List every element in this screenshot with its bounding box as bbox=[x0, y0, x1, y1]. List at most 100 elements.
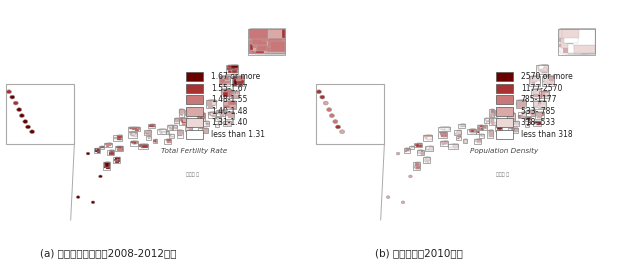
Bar bbox=[251, 34, 264, 43]
Bar bbox=[255, 29, 268, 41]
Bar bbox=[580, 45, 595, 53]
Bar bbox=[545, 91, 549, 94]
Bar bbox=[227, 103, 231, 108]
Bar bbox=[536, 76, 540, 80]
Bar bbox=[538, 112, 542, 116]
Bar bbox=[538, 101, 546, 104]
Bar bbox=[106, 162, 110, 165]
Bar bbox=[167, 131, 169, 133]
Bar bbox=[492, 109, 494, 113]
Bar bbox=[260, 42, 281, 53]
Bar bbox=[547, 78, 552, 82]
Bar bbox=[190, 126, 192, 128]
Bar bbox=[536, 89, 541, 94]
Bar bbox=[564, 29, 576, 40]
Bar bbox=[440, 141, 448, 146]
Bar bbox=[229, 103, 236, 107]
Bar bbox=[417, 145, 421, 147]
Bar bbox=[223, 76, 230, 80]
Bar bbox=[272, 29, 285, 38]
Bar bbox=[417, 150, 424, 155]
Bar bbox=[261, 38, 283, 48]
Bar bbox=[534, 90, 538, 95]
Bar bbox=[508, 128, 518, 133]
Bar bbox=[546, 92, 549, 96]
Bar bbox=[549, 76, 554, 80]
Bar bbox=[572, 29, 585, 43]
Bar bbox=[226, 77, 230, 81]
Bar bbox=[230, 112, 234, 116]
Bar bbox=[443, 127, 449, 129]
Bar bbox=[224, 76, 230, 80]
Bar bbox=[581, 31, 595, 41]
Bar bbox=[252, 29, 273, 46]
Bar bbox=[572, 36, 587, 48]
Bar bbox=[259, 29, 272, 46]
Text: 1177-2570: 1177-2570 bbox=[521, 84, 562, 93]
Bar bbox=[116, 146, 120, 148]
Bar bbox=[583, 43, 595, 52]
Bar bbox=[539, 101, 546, 105]
Bar bbox=[251, 29, 267, 39]
Text: 533- 785: 533- 785 bbox=[521, 107, 555, 116]
Bar bbox=[233, 68, 238, 73]
Bar bbox=[465, 139, 467, 141]
Bar bbox=[143, 144, 148, 147]
Bar bbox=[260, 32, 278, 45]
Bar bbox=[531, 77, 534, 82]
Bar bbox=[239, 76, 244, 80]
Bar bbox=[520, 100, 525, 103]
Bar bbox=[144, 145, 148, 147]
Bar bbox=[521, 114, 526, 117]
Bar bbox=[520, 101, 526, 105]
Bar bbox=[467, 129, 476, 134]
Bar bbox=[270, 29, 285, 41]
Bar bbox=[539, 101, 546, 105]
Bar bbox=[185, 126, 192, 131]
Bar bbox=[458, 123, 465, 128]
Bar bbox=[145, 131, 149, 133]
Bar bbox=[549, 80, 554, 84]
Bar bbox=[187, 128, 189, 131]
Bar bbox=[104, 164, 107, 168]
Bar bbox=[424, 135, 428, 137]
Bar bbox=[578, 29, 595, 38]
Bar bbox=[268, 37, 285, 52]
Bar bbox=[537, 101, 543, 104]
Bar bbox=[180, 109, 182, 114]
Bar bbox=[536, 93, 541, 96]
Bar bbox=[230, 91, 234, 94]
Bar bbox=[539, 104, 546, 108]
Bar bbox=[224, 123, 228, 125]
Bar bbox=[250, 38, 268, 50]
Bar bbox=[239, 78, 244, 83]
Bar bbox=[442, 127, 447, 129]
Bar bbox=[539, 101, 544, 105]
Bar bbox=[133, 134, 137, 136]
Bar bbox=[221, 89, 231, 98]
Bar bbox=[573, 29, 595, 43]
Bar bbox=[142, 145, 148, 148]
Bar bbox=[406, 148, 409, 151]
Bar bbox=[222, 90, 226, 94]
Bar bbox=[131, 127, 138, 128]
Bar bbox=[180, 118, 184, 121]
Bar bbox=[576, 40, 589, 49]
Bar bbox=[215, 124, 219, 127]
Bar bbox=[541, 68, 548, 72]
Bar bbox=[536, 123, 541, 125]
Bar bbox=[535, 81, 540, 85]
Bar bbox=[536, 92, 541, 96]
Text: (b) 人口密度（2010年）: (b) 人口密度（2010年） bbox=[374, 249, 463, 259]
Bar bbox=[262, 29, 285, 39]
Bar bbox=[547, 76, 554, 82]
Bar bbox=[459, 133, 461, 135]
Bar bbox=[471, 130, 474, 132]
Bar bbox=[230, 104, 236, 108]
Bar bbox=[223, 76, 230, 81]
Bar bbox=[494, 118, 497, 121]
Bar bbox=[451, 145, 454, 148]
Bar bbox=[106, 166, 110, 169]
Text: Total Fertility Rate: Total Fertility Rate bbox=[161, 148, 228, 154]
Bar bbox=[228, 65, 235, 68]
